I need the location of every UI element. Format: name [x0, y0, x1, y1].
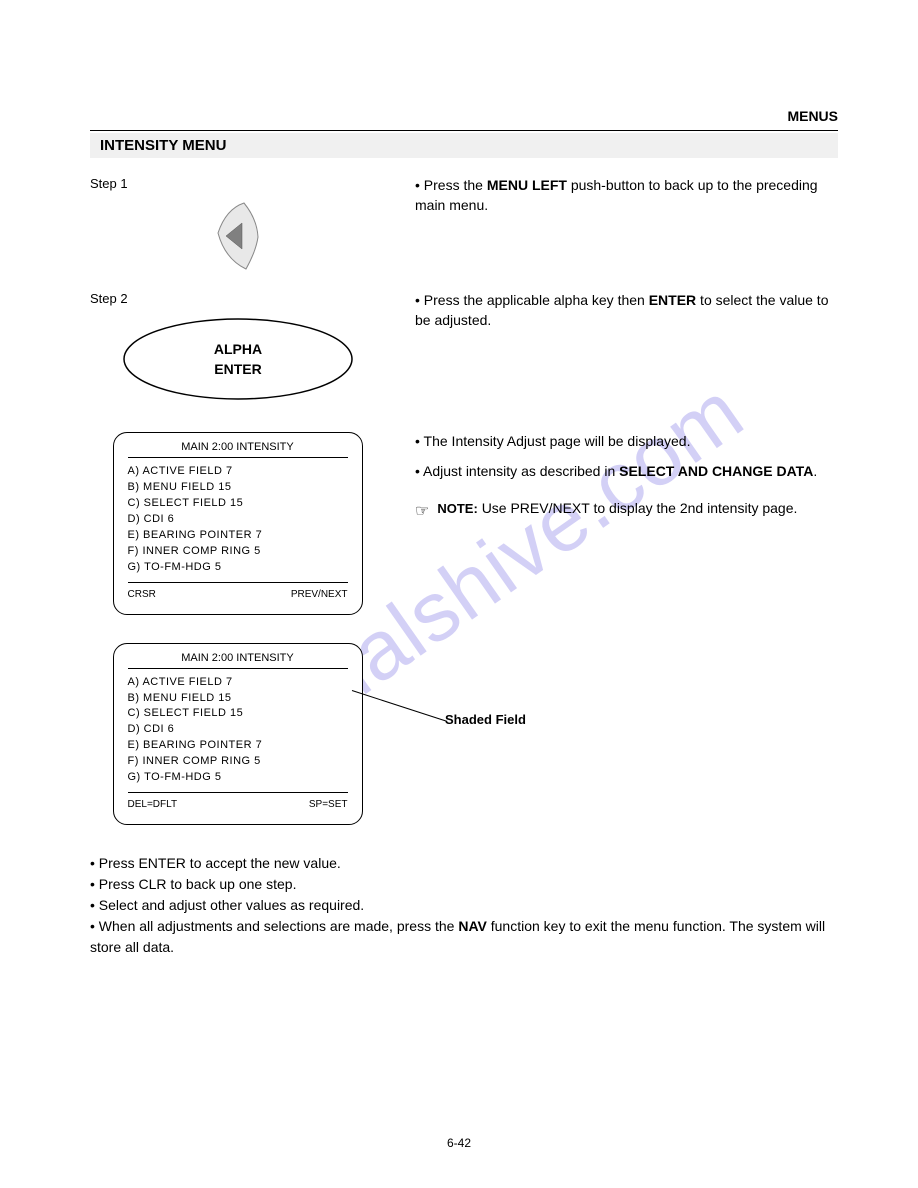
- rb1-line2-bold: SELECT AND CHANGE DATA: [619, 463, 813, 479]
- adjust-line-g: G) TO-FM-HDG 5: [128, 770, 348, 786]
- step1-text-1: • Press the: [415, 177, 487, 193]
- step2-text-bold: ENTER: [649, 292, 696, 308]
- main-line-b: B) MENU FIELD 15: [128, 480, 348, 496]
- adjust-screen-rule-bottom: [128, 792, 348, 793]
- step1-left: Step 1: [90, 176, 385, 287]
- pointing-hand-icon: ☞: [415, 501, 429, 523]
- main-intensity-screen: MAIN 2:00 INTENSITY A) ACTIVE FIELD 7 B)…: [113, 432, 363, 615]
- callout-label: Shaded Field: [445, 711, 526, 729]
- note-label: NOTE:: [437, 501, 477, 516]
- note-text: Use PREV/NEXT to display the 2nd intensi…: [482, 500, 798, 516]
- step2-right: • Press the applicable alpha key then EN…: [415, 291, 838, 428]
- note-row: ☞ NOTE: Use PREV/NEXT to display the 2nd…: [415, 499, 838, 523]
- main-screen-row: MAIN 2:00 INTENSITY A) ACTIVE FIELD 7 B)…: [90, 432, 838, 615]
- adjust-screen-rule-top: [128, 668, 348, 669]
- adjust-intensity-screen: MAIN 2:00 INTENSITY A) ACTIVE FIELD 7 B)…: [113, 643, 363, 826]
- bottom-line4: • When all adjustments and selections ar…: [90, 916, 838, 958]
- rb1-line2-2: .: [813, 463, 817, 479]
- adjust-screen-title: MAIN 2:00 INTENSITY: [128, 652, 348, 664]
- main-footer-left: CRSR: [128, 589, 156, 600]
- chapter-header: MENUS: [90, 108, 838, 124]
- step2-row: Step 2 ALPHA ENTER • Press the applicabl…: [90, 291, 838, 428]
- adjust-screen-footer: DEL=DFLT SP=SET: [128, 799, 348, 810]
- main-line-f: F) INNER COMP RING 5: [128, 544, 348, 560]
- adjust-line-e: E) BEARING POINTER 7: [128, 738, 348, 754]
- right-block-1: • The Intensity Adjust page will be disp…: [415, 432, 838, 481]
- bottom-text-block: • Press ENTER to accept the new value. •…: [90, 853, 838, 958]
- adjust-line-d: D) CDI 6: [128, 722, 348, 738]
- step2-text-1: • Press the applicable alpha key then: [415, 292, 649, 308]
- main-line-g: G) TO-FM-HDG 5: [128, 560, 348, 576]
- section-title-bar: INTENSITY MENU: [90, 133, 838, 158]
- oval-line1: ALPHA: [213, 341, 261, 357]
- rb1-line2-1: • Adjust intensity as described in: [415, 463, 619, 479]
- main-screen-footer: CRSR PREV/NEXT: [128, 589, 348, 600]
- adjust-line-b: B) MENU FIELD 15: [128, 691, 348, 707]
- adjust-line-c: C) SELECT FIELD 15: [128, 706, 348, 722]
- header-rule: [90, 130, 838, 131]
- bottom-line4-bold: NAV: [458, 918, 487, 934]
- adjust-footer-left: DEL=DFLT: [128, 799, 178, 810]
- main-screen-rule-top: [128, 457, 348, 458]
- adjust-line-f: F) INNER COMP RING 5: [128, 754, 348, 770]
- adjust-screen-row: MAIN 2:00 INTENSITY A) ACTIVE FIELD 7 B)…: [90, 643, 838, 826]
- menu-left-button-icon: [208, 199, 268, 273]
- step1-right: • Press the MENU LEFT push-button to bac…: [415, 176, 838, 287]
- adjust-footer-right: SP=SET: [309, 799, 348, 810]
- main-screen-left: MAIN 2:00 INTENSITY A) ACTIVE FIELD 7 B)…: [90, 432, 385, 615]
- bottom-line1: • Press ENTER to accept the new value.: [90, 853, 838, 874]
- step1-text-bold: MENU LEFT: [487, 177, 567, 193]
- page-number: 6-42: [447, 1136, 471, 1150]
- alpha-enter-button-icon: ALPHA ENTER: [120, 314, 356, 404]
- step1-row: Step 1 • Press the MENU LEFT push-button…: [90, 176, 838, 287]
- page-container: MENUS INTENSITY MENU Step 1 • Press the …: [0, 0, 918, 1188]
- main-screen-right: • The Intensity Adjust page will be disp…: [415, 432, 838, 615]
- note-body: NOTE: Use PREV/NEXT to display the 2nd i…: [437, 499, 797, 519]
- adjust-line-a: A) ACTIVE FIELD 7: [128, 675, 348, 691]
- bottom-line3: • Select and adjust other values as requ…: [90, 895, 838, 916]
- step2-left: Step 2 ALPHA ENTER: [90, 291, 385, 428]
- main-line-e: E) BEARING POINTER 7: [128, 528, 348, 544]
- step1-label: Step 1: [90, 176, 128, 191]
- rb1-line1: • The Intensity Adjust page will be disp…: [415, 432, 838, 452]
- oval-line2: ENTER: [214, 361, 261, 377]
- bottom-line2: • Press CLR to back up one step.: [90, 874, 838, 895]
- adjust-screen-left: MAIN 2:00 INTENSITY A) ACTIVE FIELD 7 B)…: [90, 643, 385, 826]
- step2-label: Step 2: [90, 291, 128, 306]
- main-line-a: A) ACTIVE FIELD 7: [128, 464, 348, 480]
- adjust-screen-right: Shaded Field: [415, 643, 838, 826]
- main-screen-title: MAIN 2:00 INTENSITY: [128, 441, 348, 453]
- main-footer-right: PREV/NEXT: [291, 589, 348, 600]
- main-screen-rule-bottom: [128, 582, 348, 583]
- main-line-d: D) CDI 6: [128, 512, 348, 528]
- main-line-c: C) SELECT FIELD 15: [128, 496, 348, 512]
- bottom-line4-1: • When all adjustments and selections ar…: [90, 918, 458, 934]
